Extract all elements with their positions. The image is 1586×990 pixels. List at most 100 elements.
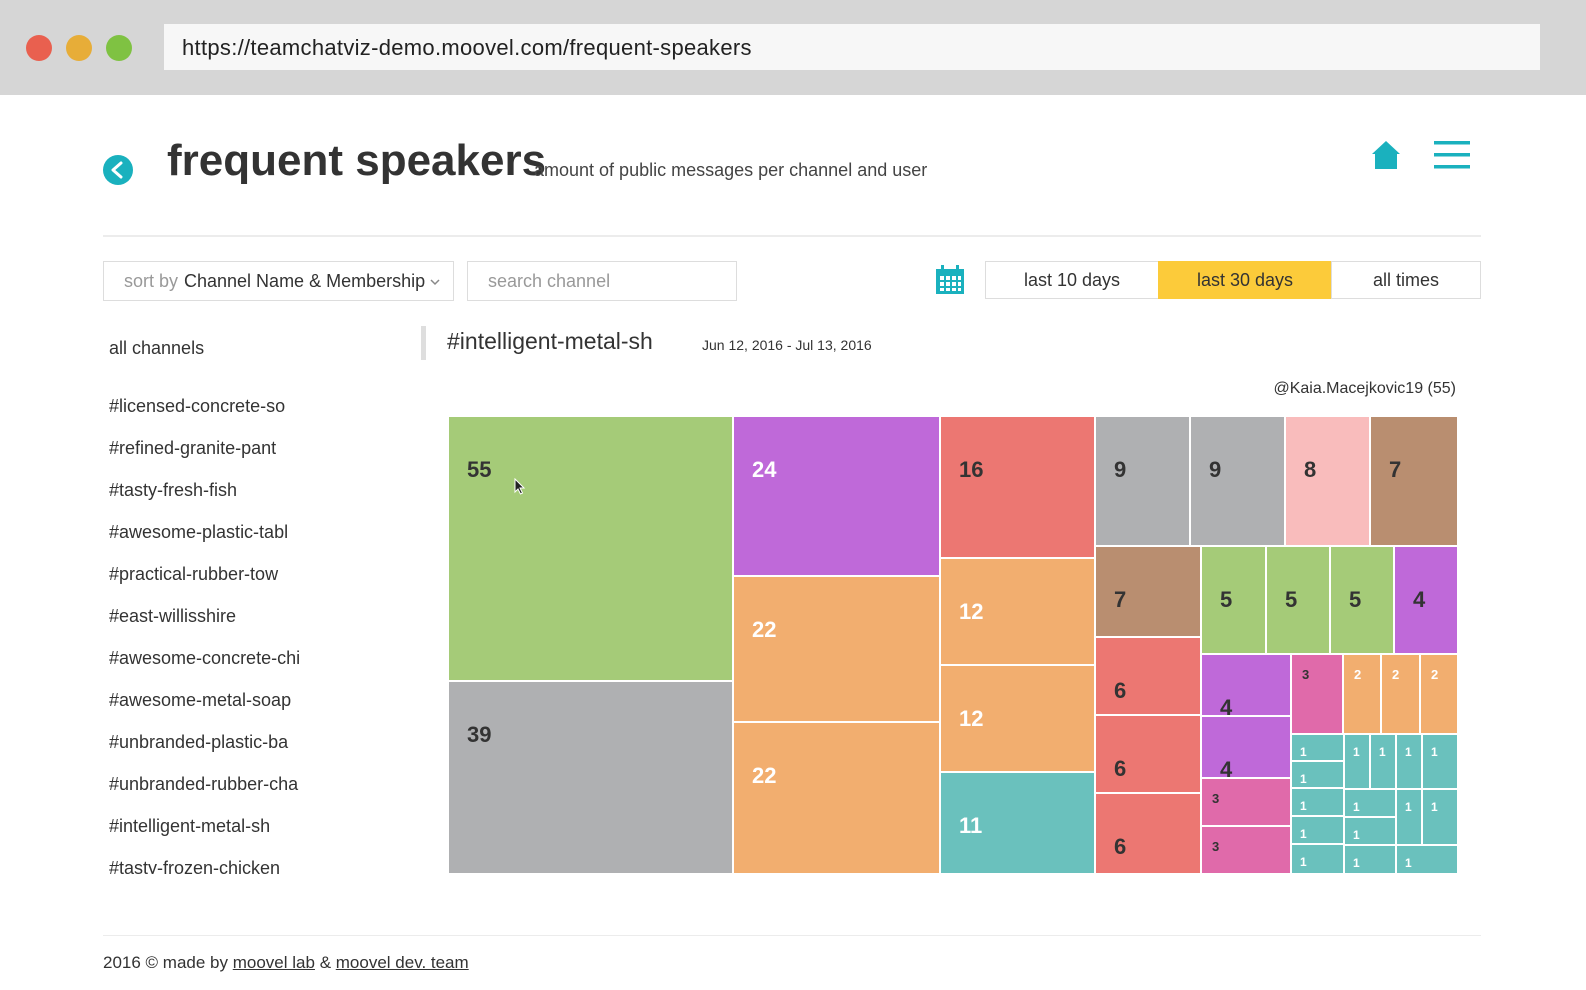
treemap-cell[interactable]: 24	[733, 416, 940, 576]
treemap-cell[interactable]: 1	[1422, 789, 1458, 845]
channel-item[interactable]: #awesome-concrete-chi	[109, 648, 301, 668]
treemap-cell[interactable]: 9	[1190, 416, 1285, 546]
sort-dropdown[interactable]: sort by Channel Name & Membership	[103, 261, 454, 301]
treemap-cell[interactable]: 1	[1291, 788, 1344, 816]
treemap-cell-value: 16	[959, 457, 984, 482]
treemap-cell-value: 9	[1209, 457, 1222, 482]
treemap-cell-value: 39	[467, 722, 492, 747]
treemap-cell-value: 55	[467, 457, 492, 482]
calendar-icon[interactable]	[935, 265, 965, 295]
treemap-cell[interactable]: 4	[1201, 716, 1291, 778]
treemap-cell[interactable]: 1	[1396, 734, 1422, 789]
back-arrow-icon[interactable]	[103, 155, 133, 185]
channel-item[interactable]: #refined-granite-pant	[109, 438, 277, 458]
treemap-cell-value: 1	[1353, 800, 1360, 814]
treemap-cell[interactable]: 7	[1370, 416, 1458, 546]
treemap-cell[interactable]: 3	[1291, 654, 1343, 734]
treemap-cell[interactable]: 4	[1394, 546, 1458, 654]
treemap-cell[interactable]: 16	[940, 416, 1095, 558]
treemap-cell[interactable]: 4	[1201, 654, 1291, 716]
treemap-cell[interactable]: 2	[1343, 654, 1381, 734]
channel-item-selected[interactable]: #intelligent-metal-sh	[109, 816, 271, 836]
sort-value: Channel Name & Membership	[184, 271, 426, 291]
treemap-cell[interactable]: 1	[1396, 845, 1458, 874]
maximize-window-button[interactable]	[106, 35, 132, 61]
channel-item[interactable]: #tasty-fresh-fish	[109, 480, 238, 500]
channel-list: #licensed-concrete-so #refined-granite-p…	[109, 396, 300, 874]
channel-sidebar: all channels #licensed-concrete-so #refi…	[103, 332, 413, 874]
url-text: https://teamchatviz-demo.moovel.com/freq…	[182, 35, 752, 60]
minimize-window-button[interactable]	[66, 35, 92, 61]
treemap-cell[interactable]: 9	[1095, 416, 1190, 546]
treemap-cell-value: 2	[1392, 667, 1400, 682]
treemap-cell[interactable]: 3	[1201, 778, 1291, 826]
treemap-cell-value: 9	[1114, 457, 1127, 482]
footer-ampersand: &	[319, 953, 332, 972]
treemap-cell-value: 12	[959, 599, 984, 624]
treemap-cell[interactable]: 7	[1095, 546, 1201, 637]
treemap-cell[interactable]: 5	[1266, 546, 1330, 654]
range-last-10-days[interactable]: last 10 days	[985, 261, 1159, 299]
range-all-times[interactable]: all times	[1331, 261, 1481, 299]
browser-chrome: https://teamchatviz-demo.moovel.com/freq…	[0, 0, 1586, 95]
channel-item[interactable]: #awesome-plastic-tabl	[109, 522, 289, 542]
treemap-cell[interactable]: 1	[1344, 845, 1396, 874]
sort-prefix-label: sort by	[124, 271, 179, 291]
channel-item[interactable]: #practical-rubber-tow	[109, 564, 279, 584]
close-window-button[interactable]	[26, 35, 52, 61]
hamburger-menu-icon[interactable]	[1434, 140, 1470, 170]
treemap-cell[interactable]: 5	[1330, 546, 1394, 654]
treemap-cell[interactable]: 6	[1095, 637, 1201, 715]
treemap-cell-value: 3	[1302, 667, 1310, 682]
treemap-cell[interactable]: 6	[1095, 715, 1201, 793]
treemap-cell[interactable]: 2	[1381, 654, 1420, 734]
all-channels-link[interactable]: all channels	[109, 338, 205, 358]
treemap-cell[interactable]: 1	[1396, 789, 1422, 845]
treemap-cell[interactable]: 39	[448, 681, 733, 874]
treemap-cell[interactable]: 22	[733, 576, 940, 722]
treemap-cell[interactable]: 3	[1201, 826, 1291, 874]
treemap-cell-value: 1	[1300, 855, 1307, 869]
treemap-cell[interactable]: 22	[733, 722, 940, 874]
range-last-30-days[interactable]: last 30 days	[1158, 261, 1332, 299]
scroll-indicator[interactable]	[421, 326, 426, 360]
treemap-cell[interactable]: 2	[1420, 654, 1458, 734]
treemap-cell[interactable]: 1	[1291, 734, 1344, 761]
treemap-cell[interactable]: 12	[940, 665, 1095, 772]
address-bar[interactable]: https://teamchatviz-demo.moovel.com/freq…	[164, 24, 1540, 70]
treemap-cell[interactable]: 1	[1370, 734, 1396, 789]
channel-item[interactable]: #licensed-concrete-so	[109, 396, 286, 416]
home-icon[interactable]	[1370, 139, 1402, 171]
chart-date-range: Jun 12, 2016 - Jul 13, 2016	[702, 337, 872, 353]
channel-item[interactable]: #awesome-metal-soap	[109, 690, 292, 710]
moovel-lab-link[interactable]: moovel lab	[232, 953, 315, 972]
treemap-cell[interactable]: 5	[1201, 546, 1266, 654]
treemap-cell[interactable]: 1	[1291, 844, 1344, 874]
treemap-cell-value: 6	[1114, 756, 1127, 781]
treemap-cell[interactable]: 11	[940, 772, 1095, 874]
treemap-cell[interactable]: 1	[1344, 817, 1396, 845]
mouse-cursor-icon	[514, 477, 526, 501]
treemap-cell[interactable]: 1	[1344, 734, 1370, 789]
search-channel-input[interactable]	[467, 261, 737, 301]
treemap-cell-value: 1	[1300, 745, 1307, 759]
channel-item[interactable]: #unbranded-rubber-cha	[109, 774, 299, 794]
treemap-cell[interactable]: 6	[1095, 793, 1201, 874]
treemap-cell[interactable]: 12	[940, 558, 1095, 665]
treemap-cell[interactable]: 8	[1285, 416, 1370, 546]
page-title: frequent speakers	[167, 136, 547, 185]
treemap-cell-value: 1	[1353, 745, 1360, 759]
channel-item[interactable]: #unbranded-plastic-ba	[109, 732, 289, 752]
channel-item[interactable]: #tasty-frozen-chicken	[109, 858, 281, 874]
channel-item[interactable]: #east-willisshire	[109, 606, 237, 626]
treemap-cell[interactable]: 1	[1422, 734, 1458, 789]
treemap-cell-value: 22	[752, 617, 777, 642]
treemap-cell-value: 2	[1431, 667, 1439, 682]
page-subtitle: amount of public messages per channel an…	[534, 160, 928, 180]
moovel-dev-team-link[interactable]: moovel dev. team	[335, 953, 469, 972]
treemap-cell[interactable]: 1	[1291, 816, 1344, 844]
treemap-cell[interactable]: 1	[1344, 789, 1396, 817]
footer: 2016 © made by moovel lab & moovel dev. …	[103, 953, 469, 973]
treemap-cell[interactable]: 1	[1291, 761, 1344, 788]
treemap-cell[interactable]: 55	[448, 416, 733, 681]
